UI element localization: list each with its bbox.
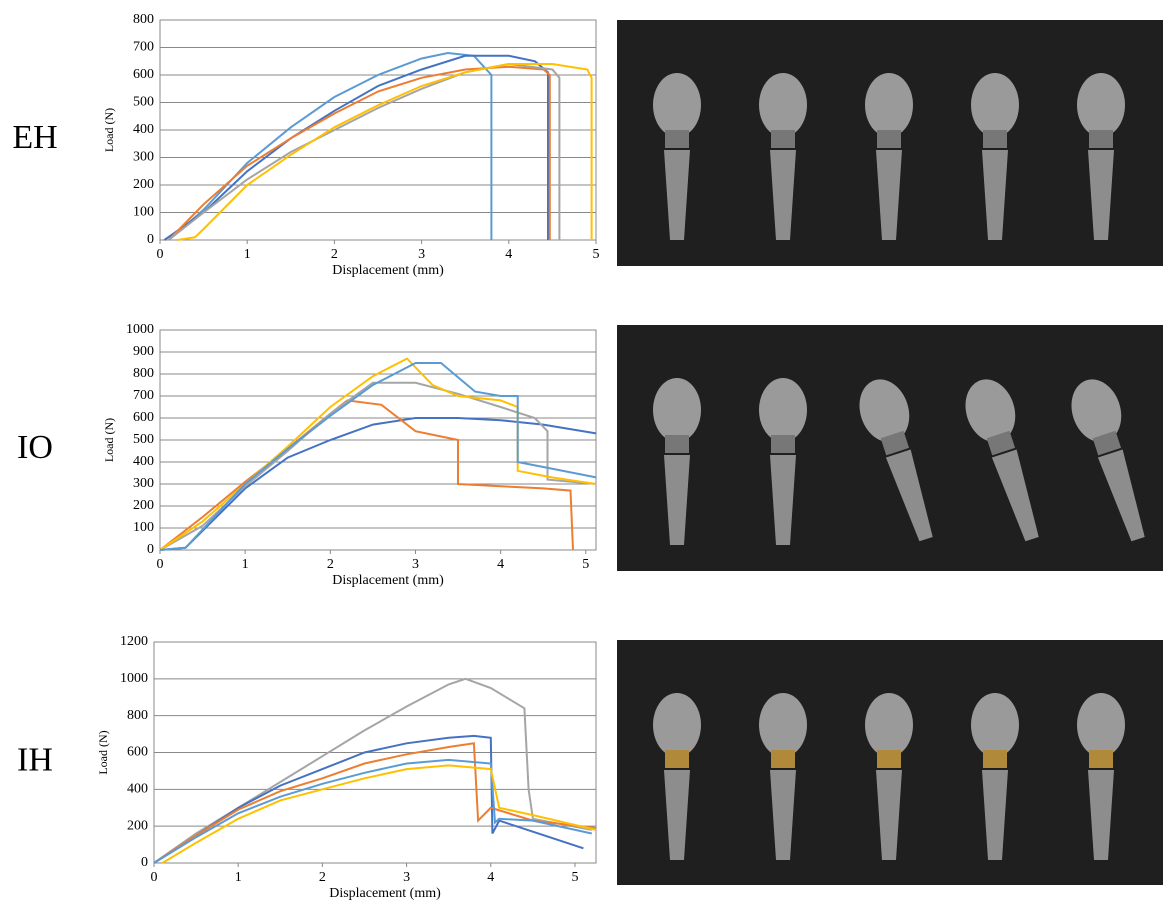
x-tick-label: 2: [327, 557, 334, 572]
y-tick-label: 1000: [126, 322, 154, 337]
y-tick-label: 300: [133, 150, 154, 165]
y-tick-label: 1200: [120, 634, 148, 649]
implant-head: [1077, 73, 1125, 137]
y-tick-label: 400: [133, 454, 154, 469]
x-tick-label: 5: [593, 247, 600, 262]
implant-head: [865, 693, 913, 757]
data-line: [154, 736, 583, 863]
x-tick-label: 2: [331, 247, 338, 262]
implant-abutment: [877, 750, 901, 768]
implant-abutment: [983, 130, 1007, 148]
implant-abutment: [877, 130, 901, 148]
implant-head: [759, 378, 807, 442]
implant-head: [653, 73, 701, 137]
implant-head: [1077, 693, 1125, 757]
x-tick-label: 1: [235, 870, 242, 885]
y-tick-label: 1000: [120, 671, 148, 686]
y-tick-label: 600: [133, 67, 154, 82]
figure: EH0100200300400500600700800012345Displac…: [0, 0, 1163, 910]
implant-abutment: [665, 130, 689, 148]
y-tick-label: 900: [133, 344, 154, 359]
implant-head: [865, 73, 913, 137]
y-tick-label: 200: [133, 498, 154, 513]
implant-abutment: [771, 750, 795, 768]
panel-label: IO: [17, 429, 53, 466]
data-line: [169, 67, 550, 240]
x-tick-label: 5: [582, 557, 589, 572]
y-tick-label: 100: [133, 520, 154, 535]
x-tick-label: 4: [505, 247, 512, 262]
data-line: [169, 64, 560, 240]
x-tick-label: 5: [571, 870, 578, 885]
x-axis-label: Displacement (mm): [332, 573, 444, 588]
y-tick-label: 500: [133, 95, 154, 110]
implant-head: [759, 693, 807, 757]
y-tick-label: 600: [127, 745, 148, 760]
y-tick-label: 400: [127, 782, 148, 797]
data-line: [160, 383, 596, 550]
x-tick-label: 0: [151, 870, 158, 885]
data-line: [160, 359, 596, 550]
y-axis-label: Load (N): [102, 418, 116, 462]
y-tick-label: 200: [133, 177, 154, 192]
implant-abutment: [1089, 130, 1113, 148]
y-tick-label: 800: [133, 12, 154, 27]
y-axis-label: Load (N): [102, 108, 116, 152]
y-tick-label: 800: [127, 708, 148, 723]
x-tick-label: 3: [418, 247, 425, 262]
y-tick-label: 0: [141, 855, 148, 870]
implant-head: [971, 693, 1019, 757]
y-tick-label: 0: [147, 232, 154, 247]
x-tick-label: 1: [244, 247, 251, 262]
photos: [617, 20, 1163, 885]
implant-abutment: [771, 130, 795, 148]
y-tick-label: 100: [133, 205, 154, 220]
y-tick-label: 0: [147, 542, 154, 557]
panel-label: IH: [17, 741, 53, 778]
y-tick-label: 600: [133, 410, 154, 425]
implant-abutment: [771, 435, 795, 453]
x-tick-label: 3: [403, 870, 410, 885]
y-tick-label: 400: [133, 122, 154, 137]
panel-label: EH: [12, 119, 57, 156]
implant-head: [653, 693, 701, 757]
x-tick-label: 3: [412, 557, 419, 572]
implant-head: [759, 73, 807, 137]
y-tick-label: 500: [133, 432, 154, 447]
implant-head: [653, 378, 701, 442]
x-tick-label: 4: [487, 870, 494, 885]
x-tick-label: 1: [242, 557, 249, 572]
x-axis-label: Displacement (mm): [329, 886, 441, 901]
implant-head: [971, 73, 1019, 137]
implant-abutment: [665, 750, 689, 768]
y-tick-label: 300: [133, 476, 154, 491]
y-tick-label: 200: [127, 818, 148, 833]
y-axis-label: Load (N): [96, 730, 110, 774]
x-tick-label: 2: [319, 870, 326, 885]
y-tick-label: 700: [133, 388, 154, 403]
implant-abutment: [1089, 750, 1113, 768]
x-tick-label: 0: [157, 247, 164, 262]
y-tick-label: 800: [133, 366, 154, 381]
data-line: [160, 363, 596, 550]
y-tick-label: 700: [133, 40, 154, 55]
x-axis-label: Displacement (mm): [332, 263, 444, 278]
data-line: [154, 760, 592, 863]
x-tick-label: 0: [157, 557, 164, 572]
implant-abutment: [983, 750, 1007, 768]
implant-abutment: [665, 435, 689, 453]
x-tick-label: 4: [497, 557, 504, 572]
